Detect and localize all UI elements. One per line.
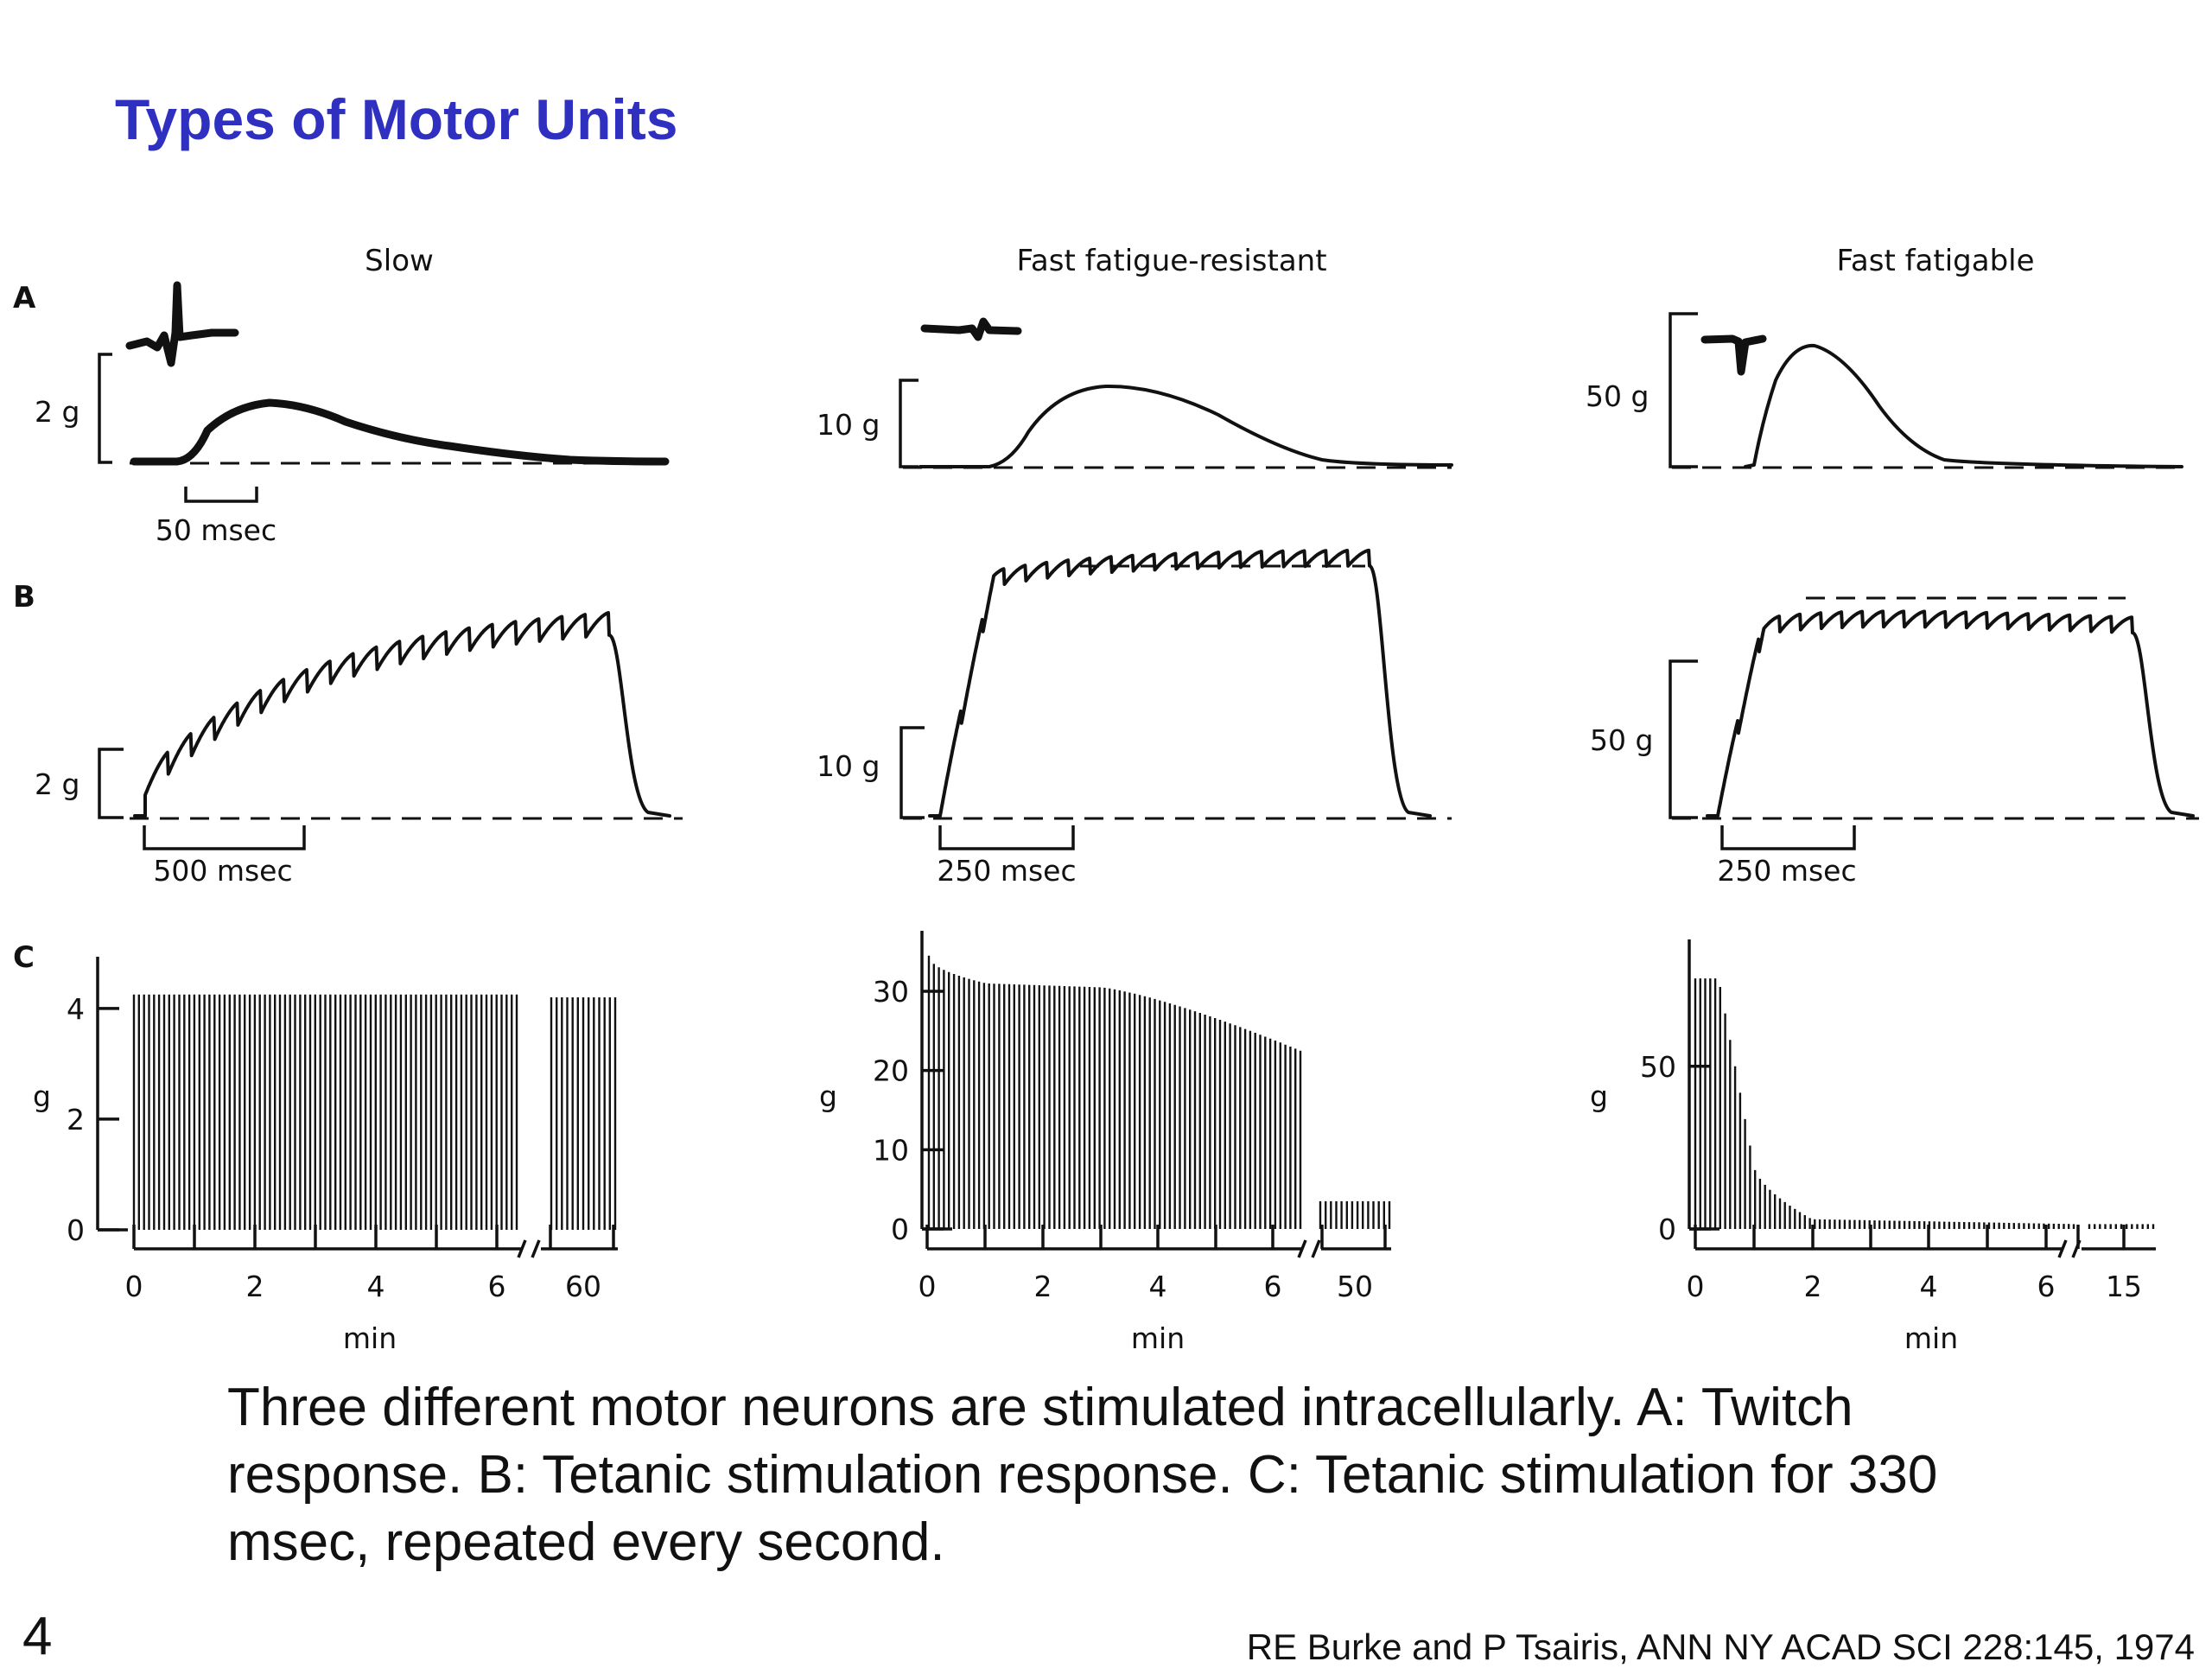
y-axis-label: g bbox=[33, 1079, 51, 1113]
scale-bar-force bbox=[98, 748, 124, 819]
scale-bar-force bbox=[899, 379, 918, 468]
x-tick-label: 2 bbox=[1804, 1270, 1822, 1303]
scale-bar-force bbox=[1669, 312, 1698, 468]
force-scale-label: 50 g bbox=[1590, 723, 1653, 757]
y-tick-label: 0 bbox=[67, 1213, 85, 1247]
panel-b-slow: 2 g 500 msec bbox=[35, 611, 683, 888]
twitch-trace bbox=[1744, 343, 2183, 468]
citation: RE Burke and P Tsairis, ANN NY ACAD SCI … bbox=[1246, 1627, 2195, 1667]
time-scale-label: 50 msec bbox=[156, 513, 276, 547]
x-axis-label: min bbox=[1131, 1321, 1185, 1348]
y-tick-label: 10 bbox=[873, 1133, 909, 1167]
x-tick-label: 4 bbox=[367, 1270, 385, 1303]
y-axis-label: g bbox=[819, 1079, 837, 1113]
x-tick-label: 2 bbox=[246, 1270, 264, 1303]
x-tick-label: 0 bbox=[125, 1270, 143, 1303]
fatigue-chart-fast-fatigable: 0 50 g 0 2 4 6 15 min bbox=[1590, 939, 2156, 1348]
scale-bar-force bbox=[1669, 659, 1698, 819]
time-scale-bar bbox=[184, 487, 258, 503]
time-scale-bar bbox=[143, 825, 306, 850]
column-heading-fast-fatigue-resistant: Fast fatigue-resistant bbox=[1016, 244, 1326, 278]
column-heading-fast-fatigable: Fast fatigable bbox=[1836, 244, 2034, 278]
axis-break bbox=[1297, 1239, 1321, 1258]
x-axis-label: min bbox=[1904, 1321, 1958, 1348]
caption: Three different motor neurons are stimul… bbox=[227, 1378, 1938, 1572]
y-tick-label: 0 bbox=[891, 1213, 909, 1246]
x-tick-label: 6 bbox=[488, 1270, 506, 1303]
panel-b-fast-fatigue-resistant: 10 g 250 msec bbox=[817, 548, 1452, 888]
y-axis-label: g bbox=[1590, 1079, 1608, 1113]
fatigue-chart-slow: 0 2 4 g 0 2 4 6 60 min bbox=[33, 957, 618, 1348]
force-scale-label: 2 g bbox=[35, 395, 79, 429]
y-tick-label: 30 bbox=[873, 975, 909, 1009]
twitch-trace bbox=[918, 384, 1453, 468]
axis-break bbox=[517, 1239, 541, 1258]
column-heading-slow: Slow bbox=[365, 244, 434, 278]
x-tick-label: 6 bbox=[2037, 1270, 2056, 1303]
fatigue-charts: 0 2 4 g 0 2 4 6 60 min 0 10 20 30 g 0 2 4 6 50 min 0 50 g 0 2 4 6 15… bbox=[33, 931, 2156, 1348]
x-axis-label: min bbox=[343, 1321, 397, 1348]
twitch-trace bbox=[130, 398, 670, 466]
force-scale-label: 2 g bbox=[35, 767, 79, 801]
time-scale-label: 500 msec bbox=[153, 854, 292, 888]
y-tick-label: 0 bbox=[1658, 1213, 1676, 1246]
x-tick-label: 4 bbox=[1920, 1270, 1938, 1303]
x-tick-label: 15 bbox=[2106, 1270, 2142, 1303]
y-tick-label: 4 bbox=[67, 992, 85, 1026]
action-potential-trace bbox=[1700, 334, 1767, 376]
tetanus-trace bbox=[1706, 609, 2195, 818]
action-potential-trace bbox=[920, 317, 1022, 341]
panel-a-fast-fatigable: 50 g bbox=[1586, 312, 2183, 469]
x-tick-label: 4 bbox=[1149, 1270, 1167, 1303]
x-tick-label: 50 bbox=[1337, 1270, 1373, 1303]
row-letter-c: C bbox=[13, 940, 35, 975]
slide-number: 4 bbox=[22, 1607, 53, 1666]
x-tick-label: 2 bbox=[1034, 1270, 1052, 1303]
fatigue-chart-fast-fatigue-resistant: 0 10 20 30 g 0 2 4 6 50 min bbox=[819, 931, 1391, 1348]
row-letter-a: A bbox=[13, 281, 36, 315]
force-scale-label: 10 g bbox=[817, 749, 880, 783]
scale-bar-force bbox=[98, 353, 112, 464]
panel-a-slow: 2 g 50 msec bbox=[35, 281, 670, 547]
time-scale-label: 250 msec bbox=[937, 854, 1076, 888]
slide-title: Types of Motor Units bbox=[115, 87, 678, 151]
tetanus-trace bbox=[133, 611, 671, 818]
x-tick-label: 0 bbox=[1687, 1270, 1705, 1303]
force-scale-label: 50 g bbox=[1586, 379, 1649, 413]
row-letter-b: B bbox=[13, 580, 35, 614]
time-scale-bar bbox=[938, 825, 1075, 850]
force-scale-label: 10 g bbox=[817, 408, 880, 442]
time-scale-label: 250 msec bbox=[1717, 854, 1856, 888]
x-tick-label: 6 bbox=[1264, 1270, 1282, 1303]
time-scale-bar bbox=[1720, 825, 1856, 850]
panel-b-fast-fatigable: 50 g 250 msec bbox=[1590, 596, 2199, 888]
y-tick-label: 20 bbox=[873, 1054, 909, 1088]
y-tick-label: 2 bbox=[67, 1103, 85, 1136]
panel-a-fast-fatigue-resistant: 10 g bbox=[817, 317, 1453, 469]
tetanus-trace bbox=[928, 548, 1432, 818]
action-potential-trace bbox=[125, 281, 239, 367]
x-tick-label: 60 bbox=[565, 1270, 601, 1303]
motor-unit-figure: Slow Fast fatigue-resistant Fast fatigab… bbox=[13, 244, 2199, 1348]
y-tick-label: 50 bbox=[1640, 1050, 1676, 1084]
x-tick-label: 0 bbox=[918, 1270, 937, 1303]
scale-bar-force bbox=[899, 726, 925, 819]
